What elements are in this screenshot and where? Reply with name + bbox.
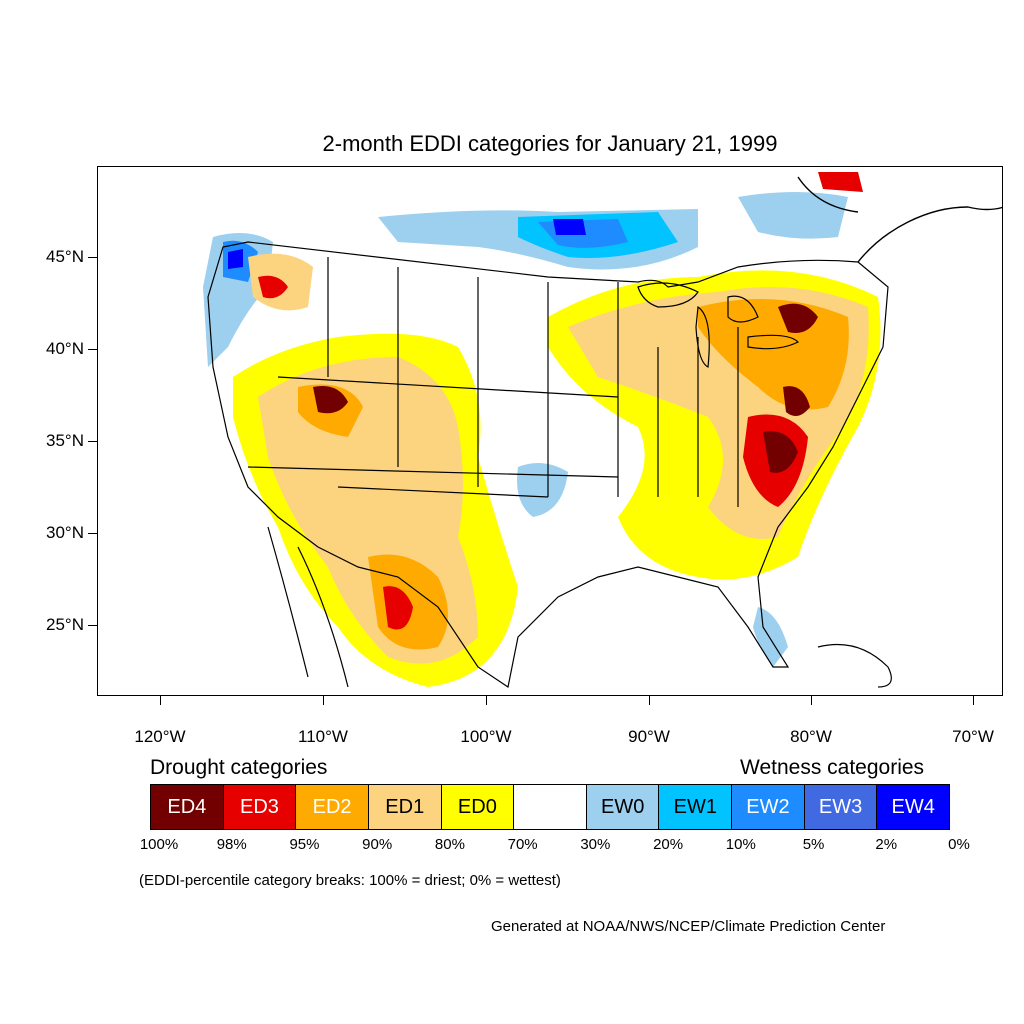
lat-tick xyxy=(88,625,97,626)
legend-box-ew1: EW1 xyxy=(659,785,733,829)
percentile-label: 95% xyxy=(289,836,320,853)
lon-tick xyxy=(160,696,161,705)
state-lines xyxy=(247,257,739,507)
mexico-coast xyxy=(267,526,892,688)
legend-box-ew3: EW3 xyxy=(804,785,878,829)
percentile-label: 5% xyxy=(802,836,825,853)
lat-label-45: 45°N xyxy=(46,247,84,266)
percentile-label: 20% xyxy=(653,836,684,853)
lat-label-25: 25°N xyxy=(46,615,84,634)
legend-box-ed3: ED3 xyxy=(223,785,297,829)
field-ed4-ut xyxy=(313,386,348,414)
lon-label-100: 100°W xyxy=(460,727,512,746)
field-ed3-quebec xyxy=(818,172,863,192)
lon-label-70: 70°W xyxy=(952,727,994,746)
legend-box-ed0: ED0 xyxy=(441,785,515,829)
map-title: 2-month EDDI categories for January 21, … xyxy=(322,131,778,156)
canada-coast xyxy=(797,176,1002,263)
percentile-label: 70% xyxy=(507,836,538,853)
category-fields xyxy=(203,172,881,687)
field-ew0-ne xyxy=(738,192,848,239)
legend-box-ed2: ED2 xyxy=(296,785,369,829)
us-outline xyxy=(207,241,889,688)
lon-tick xyxy=(323,696,324,705)
wetness-heading: Wetness categories xyxy=(740,756,925,779)
percentile-label: 0% xyxy=(948,836,970,853)
legend-box-ed4: ED4 xyxy=(151,785,224,829)
field-ed4-nc xyxy=(763,431,798,473)
field-ew0-ok xyxy=(517,463,568,517)
lat-label-40: 40°N xyxy=(46,339,84,358)
lat-label-35: 35°N xyxy=(46,431,84,450)
credit-line: Generated at NOAA/NWS/NCEP/Climate Predi… xyxy=(491,918,886,935)
lat-tick xyxy=(88,257,97,258)
lon-label-110: 110°W xyxy=(298,727,348,746)
legend-box-neutral xyxy=(514,785,587,829)
lon-tick xyxy=(811,696,812,705)
field-ed4-va xyxy=(783,386,810,416)
boundaries xyxy=(207,241,889,688)
drought-heading: Drought categories xyxy=(150,756,328,779)
lon-tick xyxy=(486,696,487,705)
legend-box-ew2: EW2 xyxy=(732,785,805,829)
legend-box-ew4: EW4 xyxy=(877,785,950,829)
lon-label-90: 90°W xyxy=(628,727,670,746)
lon-tick xyxy=(973,696,974,705)
percentile-label: 80% xyxy=(434,836,465,853)
category-colorbar: ED4 ED3 ED2 ED1 ED0 EW0 EW1 EW2 EW3 EW4 xyxy=(150,784,950,830)
percentile-label: 10% xyxy=(725,836,756,853)
great-lakes xyxy=(637,282,800,368)
lat-tick xyxy=(88,441,97,442)
percentile-label: 98% xyxy=(216,836,247,853)
field-ew4-nw xyxy=(228,249,243,269)
field-ed3-id xyxy=(258,275,288,299)
field-ed4-ny xyxy=(778,303,818,333)
legend-box-ew0: EW0 xyxy=(586,785,660,829)
percentile-label: 30% xyxy=(580,836,611,853)
percentile-label: 90% xyxy=(362,836,393,853)
field-ed3-west xyxy=(383,586,413,630)
field-ew4-north xyxy=(553,219,586,235)
percentile-label: 2% xyxy=(875,836,898,853)
map-panel xyxy=(97,166,1003,696)
lat-tick xyxy=(88,349,97,350)
percentile-label: 100% xyxy=(139,836,179,853)
lat-tick xyxy=(88,533,97,534)
eddi-map xyxy=(203,172,1002,688)
lon-label-80: 80°W xyxy=(790,727,832,746)
lon-label-120: 120°W xyxy=(134,727,186,746)
lat-label-30: 30°N xyxy=(46,523,84,542)
lon-tick xyxy=(649,696,650,705)
legend-box-ed1: ED1 xyxy=(368,785,442,829)
category-note: (EDDI-percentile category breaks: 100% =… xyxy=(139,872,561,889)
